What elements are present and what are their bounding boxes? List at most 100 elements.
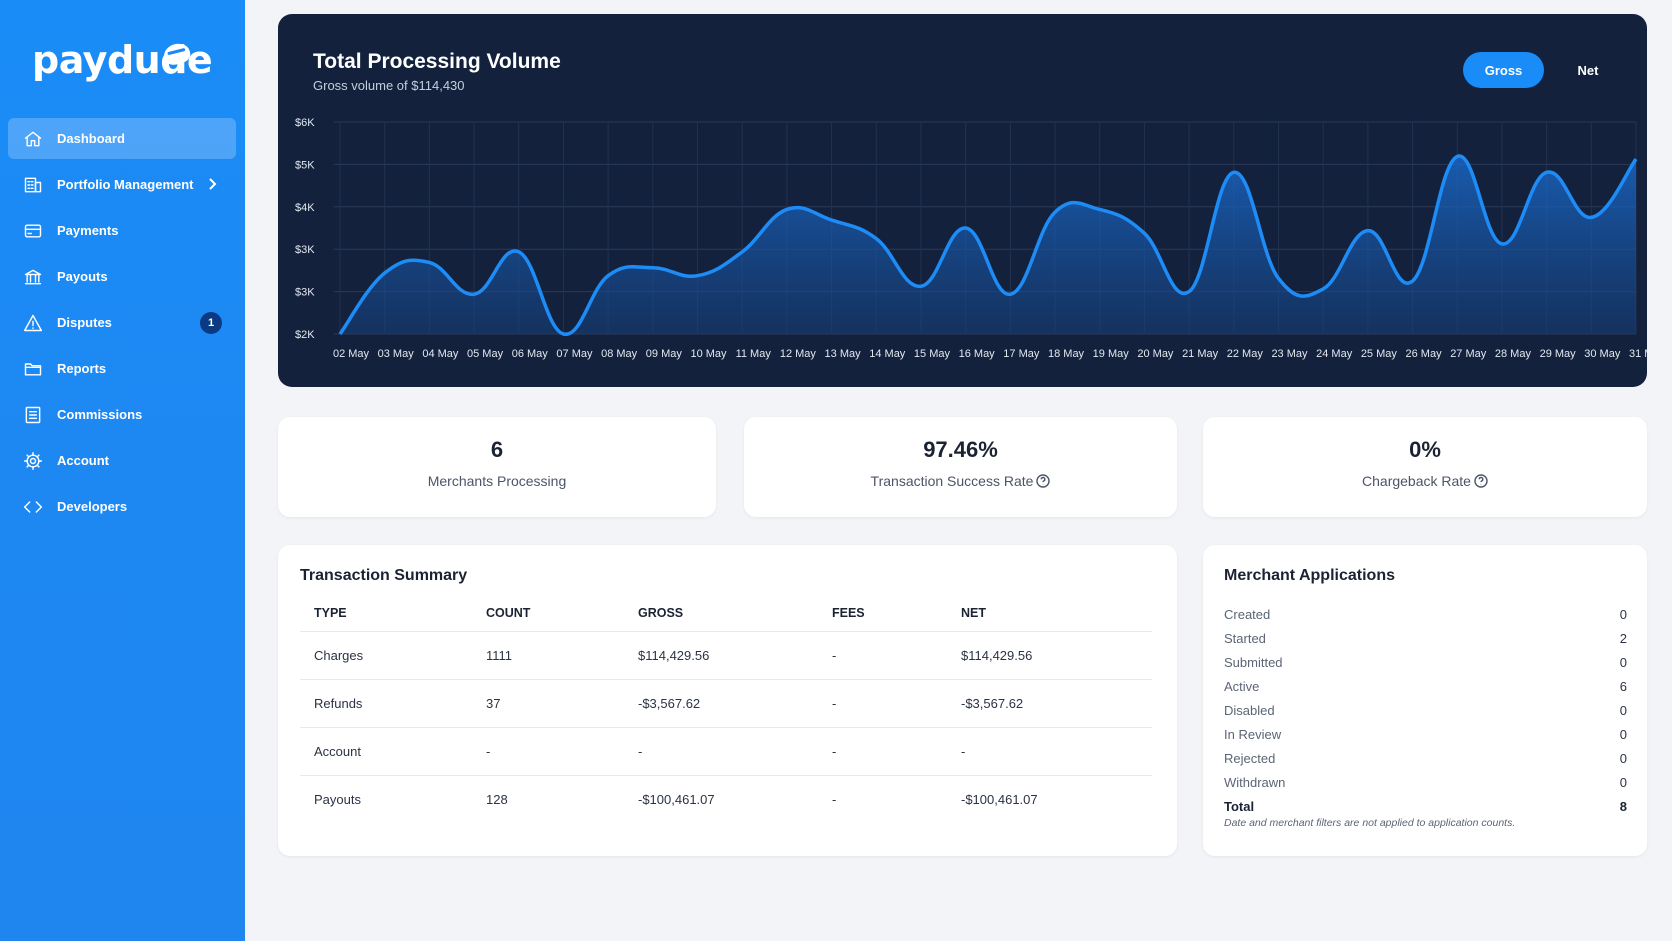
applications-total-row: Total 8 xyxy=(1224,794,1627,818)
table-cell: -$3,567.62 xyxy=(947,679,1152,728)
sidebar-item-portfolio-management[interactable]: Portfolio Management xyxy=(8,164,236,205)
table-cell: Account xyxy=(300,727,472,776)
x-tick-label: 20 May xyxy=(1137,348,1174,360)
application-status-label: Started xyxy=(1224,630,1266,646)
table-cell: $114,429.56 xyxy=(624,631,818,680)
sidebar-item-label: Disputes xyxy=(57,315,112,330)
sidebar-item-commissions[interactable]: Commissions xyxy=(8,394,236,435)
stat-label-text: Merchants Processing xyxy=(427,473,567,489)
disputes-count-badge: 1 xyxy=(200,312,222,334)
chart-subtitle: Gross volume of $114,430 xyxy=(313,78,465,93)
table-cell: - xyxy=(624,727,818,776)
stat-label: Transaction Success Rate xyxy=(744,473,1177,489)
stat-card-chargeback-rate: 0% Chargeback Rate xyxy=(1203,417,1647,517)
merchant-applications-title: Merchant Applications xyxy=(1224,567,1395,584)
table-cell: - xyxy=(818,631,947,680)
application-status-label: Created xyxy=(1224,606,1271,622)
stat-value: 0% xyxy=(1409,437,1441,462)
table-cell: 1111 xyxy=(472,631,624,680)
column-header: FEES xyxy=(818,595,947,632)
sidebar-item-reports[interactable]: Reports xyxy=(8,348,236,389)
sidebar-item-disputes[interactable]: Disputes 1 xyxy=(8,302,236,343)
x-tick-label: 03 May xyxy=(378,348,415,360)
sidebar: paydude Dashboard Portfolio Management P… xyxy=(0,0,245,941)
application-status-count: 0 xyxy=(1619,774,1627,790)
stat-label: Chargeback Rate xyxy=(1203,473,1647,489)
table-cell: Refunds xyxy=(300,679,472,728)
x-tick-label: 04 May xyxy=(422,348,459,360)
application-status-count: 0 xyxy=(1619,726,1627,742)
x-tick-label: 27 May xyxy=(1450,348,1487,360)
stat-card-merchants: 6 Merchants Processing xyxy=(278,417,716,517)
stat-label: Merchants Processing xyxy=(278,473,716,489)
sidebar-item-label: Portfolio Management xyxy=(57,177,194,192)
application-status-count: 0 xyxy=(1619,702,1627,718)
x-tick-label: 31 May xyxy=(1629,348,1647,360)
x-tick-label: 10 May xyxy=(690,348,727,360)
table-cell: -$100,461.07 xyxy=(961,791,1038,807)
gross-toggle-button[interactable]: Gross xyxy=(1463,52,1544,88)
list-item: Disabled 0 xyxy=(1224,698,1627,722)
sidebar-item-account[interactable]: Account xyxy=(8,440,236,481)
net-toggle-button[interactable]: Net xyxy=(1577,62,1599,78)
sidebar-item-label: Payouts xyxy=(57,269,108,284)
table-row: Payouts 128 -$100,461.07 - -$100,461.07 xyxy=(300,775,1152,823)
table-cell: 128 xyxy=(486,791,508,807)
sidebar-item-dashboard[interactable]: Dashboard xyxy=(8,118,236,159)
application-status-label: Disabled xyxy=(1224,702,1275,718)
x-tick-label: 02 May xyxy=(333,348,370,360)
applications-total-count: 8 xyxy=(1619,798,1627,814)
chevron-right-icon xyxy=(204,176,220,192)
x-tick-label: 18 May xyxy=(1048,348,1085,360)
warning-triangle-icon xyxy=(22,312,44,334)
gear-icon xyxy=(22,450,44,472)
sidebar-item-payouts[interactable]: Payouts xyxy=(8,256,236,297)
applications-list: Created 0 Started 2 Submitted 0 Active 6 Dis… xyxy=(1224,602,1627,818)
sidebar-item-label: Dashboard xyxy=(57,131,125,146)
help-circle-icon[interactable] xyxy=(1474,474,1488,488)
sidebar-nav: Dashboard Portfolio Management Payments … xyxy=(8,118,236,532)
table-row: Refunds 37 -$3,567.62 - -$3,567.62 xyxy=(300,679,1152,728)
application-status-label: Submitted xyxy=(1224,654,1283,670)
list-item: Created 0 xyxy=(1224,602,1627,626)
list-item: In Review 0 xyxy=(1224,722,1627,746)
column-header: TYPE xyxy=(300,595,472,632)
x-tick-label: 19 May xyxy=(1093,348,1130,360)
stat-card-success-rate: 97.46% Transaction Success Rate xyxy=(744,417,1177,517)
y-tick-label: $4K xyxy=(295,202,315,214)
y-tick-label: $3K xyxy=(295,244,315,256)
application-status-count: 2 xyxy=(1619,630,1627,646)
y-tick-label: $3K xyxy=(295,287,315,299)
credit-card-icon xyxy=(22,220,44,242)
x-tick-label: 25 May xyxy=(1361,348,1398,360)
table-cell: 37 xyxy=(472,679,624,728)
table-cell: - xyxy=(818,727,947,776)
sidebar-item-label: Reports xyxy=(57,361,107,376)
sidebar-item-payments[interactable]: Payments xyxy=(8,210,236,251)
x-tick-label: 07 May xyxy=(556,348,593,360)
table-header-row: TYPE COUNT GROSS FEES NET xyxy=(300,595,1152,632)
home-icon xyxy=(22,128,44,150)
y-tick-label: $6K xyxy=(295,117,315,129)
x-tick-label: 14 May xyxy=(869,348,906,360)
table-cell: Payouts xyxy=(314,791,361,807)
stat-value: 97.46% xyxy=(923,437,998,462)
x-tick-label: 28 May xyxy=(1495,348,1532,360)
table-cell: - xyxy=(832,791,837,807)
column-header: COUNT xyxy=(472,595,624,632)
x-tick-label: 16 May xyxy=(959,348,996,360)
x-tick-label: 30 May xyxy=(1584,348,1621,360)
sidebar-item-label: Developers xyxy=(57,499,128,514)
help-circle-icon[interactable] xyxy=(1036,474,1051,488)
sidebar-item-developers[interactable]: Developers xyxy=(8,486,236,527)
application-status-count: 6 xyxy=(1619,678,1627,694)
transaction-summary-table: TYPE COUNT GROSS FEES NET Charges 1111 $… xyxy=(300,595,1152,823)
application-status-count: 0 xyxy=(1619,654,1627,670)
x-tick-label: 29 May xyxy=(1540,348,1577,360)
application-status-label: Active xyxy=(1224,678,1260,694)
x-tick-label: 13 May xyxy=(825,348,862,360)
x-tick-label: 26 May xyxy=(1406,348,1443,360)
volume-line xyxy=(338,154,1638,336)
list-item: Submitted 0 xyxy=(1224,650,1627,674)
table-row: Charges 1111 $114,429.56 - $114,429.56 xyxy=(300,631,1152,680)
